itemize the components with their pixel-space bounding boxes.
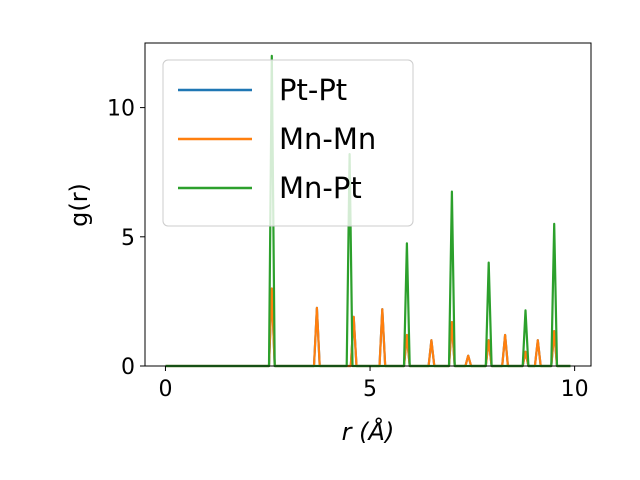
x-tick-label: 10 — [561, 377, 589, 402]
x-axis: 0 5 10 — [158, 366, 589, 402]
legend-label: Mn-Pt — [279, 171, 362, 205]
x-tick-label: 5 — [363, 377, 377, 402]
series-line-1 — [165, 287, 571, 368]
y-tick-label: 0 — [121, 355, 135, 380]
y-tick-label: 5 — [121, 226, 135, 251]
x-axis-label: r (Å) — [342, 417, 395, 446]
legend-label: Mn-Mn — [279, 122, 376, 156]
legend-label: Pt-Pt — [279, 73, 347, 107]
series-line-0 — [165, 287, 571, 368]
y-axis-label: g(r) — [65, 183, 93, 227]
legend-box — [162, 59, 414, 227]
y-axis: 0 5 10 — [107, 97, 145, 380]
x-tick-label: 0 — [158, 377, 172, 402]
plot-frame — [144, 42, 592, 367]
legend: Pt-Pt Mn-Mn Mn-Pt — [162, 59, 414, 227]
y-tick-label: 10 — [107, 97, 135, 122]
